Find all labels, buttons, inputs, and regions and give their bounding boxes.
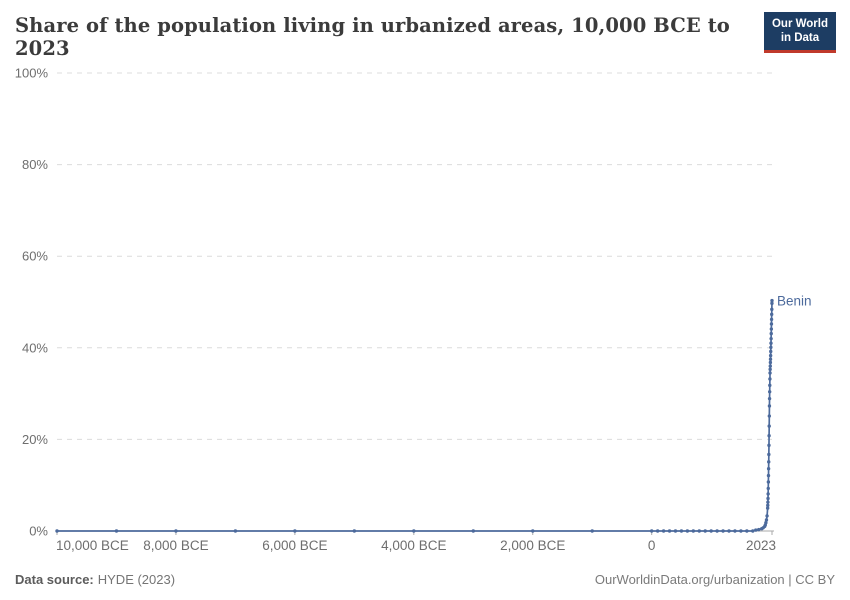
attribution-credit: OurWorldinData.org/urbanization | CC BY [594, 572, 835, 587]
page-title: Share of the population living in urbani… [15, 14, 730, 61]
data-point-marker [769, 345, 773, 350]
data-source: Data source: HYDE (2023) [15, 572, 175, 587]
data-point-marker [766, 492, 770, 496]
y-axis-tick-label: 100% [15, 66, 49, 81]
data-point-marker [471, 529, 475, 533]
data-point-marker [766, 467, 771, 471]
x-axis-tick-label: 0 [648, 538, 656, 553]
data-point-marker [768, 357, 773, 361]
data-point-marker [767, 414, 772, 418]
y-axis-tick-label: 60% [22, 249, 48, 264]
data-point-marker [590, 529, 594, 533]
data-point-marker [531, 529, 535, 533]
data-point-marker [721, 529, 725, 533]
data-point-marker [764, 521, 768, 525]
owid-logo-text-line2: in Data [780, 32, 820, 45]
data-point-marker [757, 527, 761, 532]
data-point-marker [751, 529, 755, 533]
y-axis-tick-label: 0% [29, 524, 48, 539]
data-point-marker [679, 529, 684, 533]
data-point-marker [768, 367, 772, 372]
data-point-marker [767, 424, 771, 428]
x-axis-tick-label: 6,000 BCE [262, 538, 327, 553]
data-point-marker [769, 336, 773, 341]
data-point-marker [685, 529, 690, 533]
data-point-marker [765, 514, 769, 518]
x-axis-tick-label: 8,000 BCE [143, 538, 208, 553]
data-point-marker [768, 377, 772, 381]
data-point-marker [767, 404, 772, 408]
data-point-marker [770, 301, 774, 306]
data-point-marker [764, 518, 769, 522]
data-point-marker [767, 443, 771, 448]
data-point-marker [673, 529, 678, 533]
data-point-marker [766, 480, 771, 484]
series-end-label-benin: Benin [777, 294, 812, 309]
data-point-marker [703, 529, 707, 533]
data-point-marker [709, 529, 713, 533]
data-point-marker [233, 529, 238, 533]
data-source-label: Data source: [15, 572, 94, 587]
data-point-marker [766, 473, 771, 478]
data-point-marker [767, 452, 771, 457]
data-point-marker [697, 529, 701, 533]
chart-footer: Data source: HYDE (2023) OurWorldinData.o… [15, 572, 835, 587]
data-point-marker [766, 486, 770, 491]
data-point-marker [754, 528, 758, 532]
data-point-marker [352, 529, 357, 533]
y-axis-tick-label: 20% [22, 432, 48, 447]
data-point-marker [667, 529, 672, 533]
data-point-marker [293, 529, 297, 533]
series-line-benin [56, 299, 773, 532]
data-point-marker [768, 364, 772, 368]
data-point-marker [768, 383, 772, 388]
data-point-marker [765, 506, 770, 510]
x-axis-tick-label: 4,000 BCE [381, 538, 446, 553]
data-point-marker [766, 503, 770, 508]
data-point-marker [412, 529, 416, 533]
data-point-marker [727, 529, 731, 533]
x-axis-tick-label: 2,000 BCE [500, 538, 565, 553]
data-point-marker [768, 371, 772, 375]
data-point-marker [767, 396, 772, 401]
data-point-marker [769, 331, 773, 336]
data-point-marker [174, 529, 178, 533]
data-point-marker [766, 500, 770, 504]
data-point-marker [768, 353, 773, 358]
data-point-marker [769, 317, 774, 322]
data-point-marker [769, 341, 773, 345]
data-point-marker [766, 496, 770, 501]
data-point-marker [55, 529, 59, 533]
y-axis-tick-label: 40% [22, 340, 48, 355]
data-point-marker [770, 312, 774, 317]
data-point-marker [739, 529, 743, 533]
y-axis-tick-label: 80% [22, 157, 48, 172]
x-axis-tick-label: 2023 [746, 538, 776, 553]
data-point-marker [655, 529, 660, 533]
data-point-marker [769, 322, 774, 326]
data-point-marker [769, 349, 773, 354]
data-point-marker [715, 529, 719, 533]
data-point-marker [114, 529, 119, 533]
data-point-marker [769, 327, 774, 331]
owid-logo: Our World in Data [763, 12, 836, 53]
data-point-marker [733, 529, 737, 533]
data-point-marker [768, 360, 773, 365]
owid-logo-text-line1: Our World [771, 18, 828, 30]
x-axis-tick-label: 10,000 BCE [56, 538, 129, 553]
data-point-marker [691, 529, 696, 533]
data-source-value: HYDE (2023) [97, 572, 176, 587]
data-point-marker [770, 298, 774, 303]
data-point-marker [649, 529, 654, 533]
data-point-marker [770, 307, 774, 312]
data-point-marker [767, 460, 771, 464]
data-point-marker [661, 529, 666, 533]
data-point-marker [767, 390, 772, 394]
data-point-marker [745, 529, 749, 533]
data-point-marker [767, 434, 771, 438]
